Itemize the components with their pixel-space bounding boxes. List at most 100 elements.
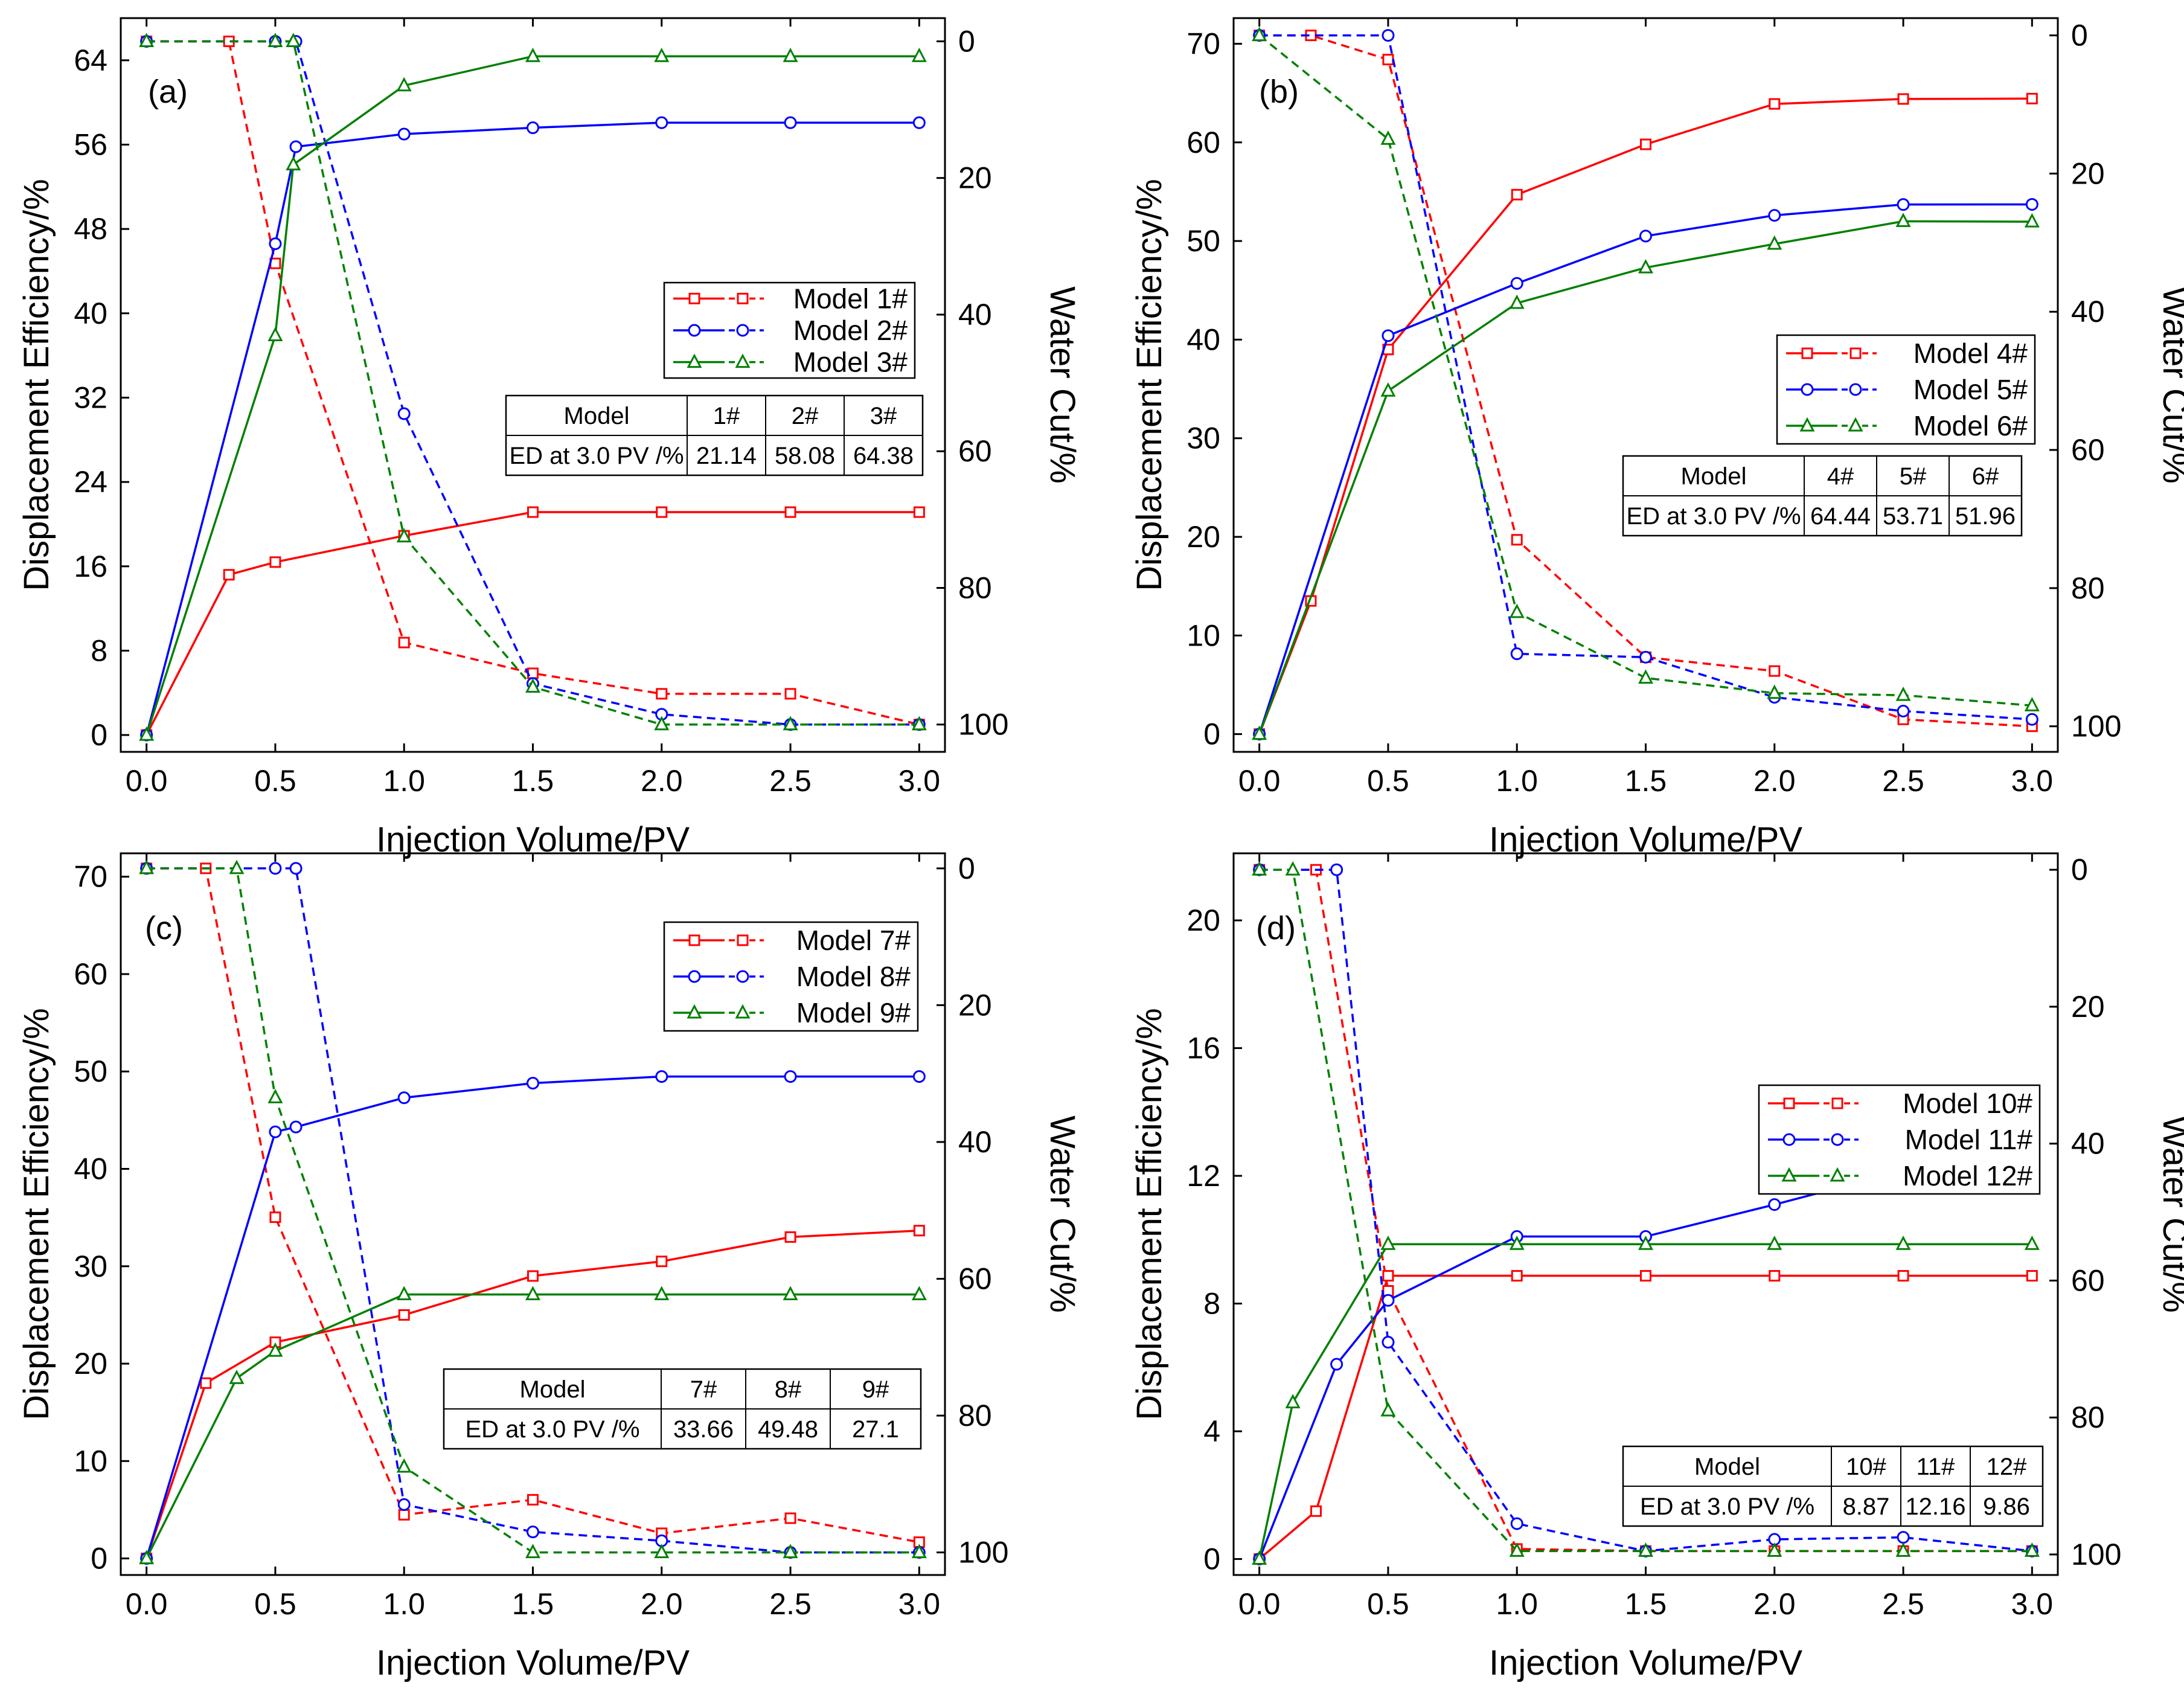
wc-point — [1639, 650, 1652, 664]
ed-point — [1639, 229, 1652, 243]
ed-point — [2026, 1270, 2038, 1282]
ed-point — [267, 327, 283, 341]
y2-tick-label: 40 — [2071, 1127, 2105, 1161]
y-tick-label: 10 — [74, 1444, 107, 1478]
x-tick-label: 1.5 — [1625, 764, 1667, 798]
legend-label: Model 3# — [793, 347, 908, 378]
y-axis-title: Displacement Efficiency/% — [17, 1008, 56, 1420]
y-tick-label: 64 — [74, 43, 107, 77]
chart-panel-1: 0.0 0.5 1.0 1.5 2.0 2.5 3.0 0 8 16 24 32 40 48 56 64 0 20… — [17, 17, 1082, 859]
ed-point — [139, 726, 155, 741]
y-tick-label: 16 — [74, 550, 107, 583]
wc-point — [1895, 686, 1911, 701]
chart-panel-4: 0.0 0.5 1.0 1.5 2.0 2.5 3.0 0 4 8 12 16 20 0 20 40 60 80 1… — [1130, 852, 2184, 1682]
ed-point — [527, 1077, 539, 1090]
table-header-cell: 6# — [1972, 463, 1999, 490]
y-tick-label: 50 — [74, 1054, 107, 1088]
wc-point — [139, 33, 155, 47]
y-tick-label: 0 — [91, 718, 107, 752]
ed-point — [1897, 1270, 1909, 1282]
x-tick-label: 2.5 — [769, 1587, 812, 1621]
y-tick-label: 10 — [1186, 618, 1220, 652]
wc-point — [2025, 713, 2038, 726]
legend-marker — [687, 1004, 702, 1019]
y2-tick-label: 0 — [2071, 853, 2088, 887]
ed-point — [784, 1231, 796, 1243]
x-tick-label: 1.5 — [512, 764, 554, 798]
ed-point — [1380, 382, 1396, 397]
ed-point — [397, 1091, 411, 1105]
ed-point — [1768, 209, 1781, 222]
y-tick-label: 40 — [1186, 322, 1220, 356]
x-tick-label: 0.5 — [254, 1587, 296, 1621]
table-value-cell: 21.14 — [696, 443, 757, 469]
wc-point — [1382, 1336, 1395, 1349]
ed-point — [527, 506, 539, 518]
wc-point — [654, 716, 670, 731]
y2-tick-label: 20 — [958, 988, 992, 1022]
legend-marker — [688, 934, 700, 946]
ed-point — [654, 47, 670, 62]
table-header-cell: 9# — [862, 1376, 889, 1403]
legend-label: Model 12# — [1903, 1160, 2032, 1192]
ed-point — [1510, 277, 1523, 290]
wc-point — [525, 678, 540, 693]
ed-point — [1252, 725, 1267, 740]
legend-marker — [687, 353, 702, 368]
ed-point — [139, 1550, 155, 1565]
x-tick-label: 1.5 — [1625, 1587, 1667, 1621]
legend-marker — [1831, 1097, 1843, 1109]
wc-point — [1252, 861, 1267, 876]
legend-marker — [1831, 1133, 1844, 1146]
panel-label: (b) — [1259, 74, 1299, 110]
legend-marker — [1849, 347, 1862, 359]
ed-point — [527, 121, 539, 135]
y2-tick-label: 20 — [958, 161, 992, 195]
ed-point — [269, 556, 281, 568]
y-tick-label: 8 — [91, 633, 107, 667]
wc-point — [784, 688, 796, 700]
ed-point — [654, 1286, 670, 1301]
ed-point — [912, 116, 926, 129]
ed-point — [2026, 92, 2038, 104]
panel-label: (c) — [145, 910, 183, 946]
ed-point — [784, 116, 797, 129]
x-tick-label: 2.0 — [641, 764, 683, 798]
table-header-cell: Model — [520, 1376, 586, 1403]
y2-tick-label: 60 — [2071, 433, 2105, 467]
legend: Model 1#Model 2#Model 3# — [663, 281, 916, 379]
x-tick-label: 0.0 — [126, 1587, 168, 1621]
y2-tick-label: 20 — [2071, 156, 2105, 190]
x-tick-label: 0.5 — [1367, 764, 1409, 798]
ed-point — [1509, 294, 1525, 309]
wc-point — [656, 688, 668, 700]
legend-marker — [1782, 1133, 1796, 1146]
legend-marker — [1801, 347, 1813, 359]
ed-point — [1330, 1358, 1343, 1371]
ed-point — [784, 1070, 797, 1083]
ed-point — [229, 1370, 245, 1384]
ed-point — [1252, 1550, 1267, 1565]
y-tick-label: 40 — [74, 1152, 107, 1186]
y-tick-label: 4 — [1203, 1414, 1220, 1448]
x-tick-label: 1.5 — [512, 1587, 554, 1621]
y-tick-label: 60 — [74, 957, 107, 991]
x-tick-label: 1.0 — [383, 1587, 425, 1621]
y2-axis-title: Water Cut/% — [2156, 286, 2184, 484]
legend-label: Model 2# — [793, 315, 908, 346]
wc-point — [1380, 1402, 1396, 1417]
wc-point — [267, 1089, 283, 1103]
wc-point — [1509, 603, 1525, 618]
table-header-cell: 3# — [870, 403, 897, 429]
y-tick-label: 30 — [74, 1249, 107, 1283]
ed-line — [146, 511, 920, 736]
table-value-cell: 64.38 — [853, 443, 914, 469]
wc-point — [783, 716, 798, 731]
ed-point — [656, 1256, 668, 1268]
legend-label: Model 8# — [796, 961, 911, 992]
table-header-cell: 1# — [713, 403, 740, 429]
x-tick-label: 1.0 — [1496, 1587, 1538, 1621]
x-tick-label: 1.0 — [383, 764, 425, 798]
table-header-cell: 4# — [1827, 463, 1854, 490]
y-tick-label: 50 — [1186, 224, 1220, 258]
